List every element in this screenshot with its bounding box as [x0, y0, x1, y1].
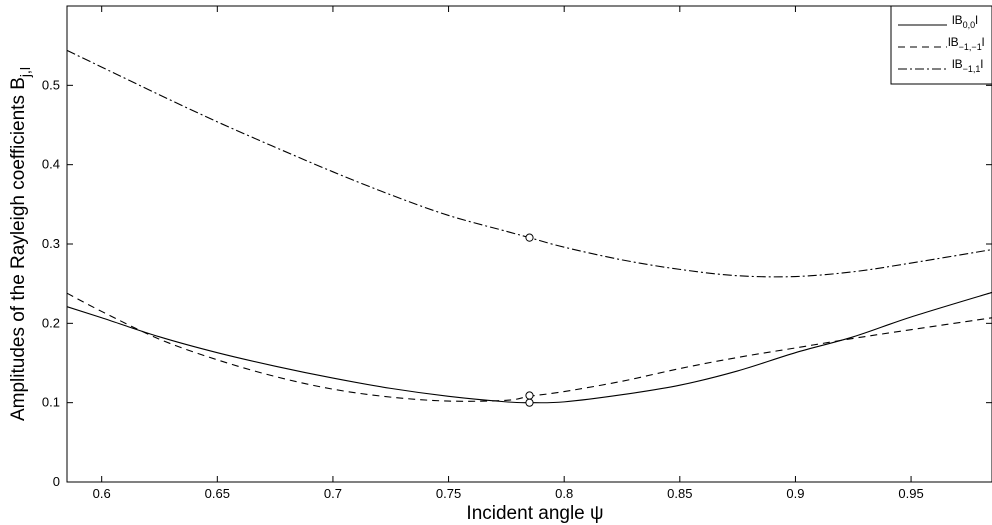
- legend: lB0,0l lB−1,−1l lB−1,1l: [890, 5, 992, 85]
- y-tick-label: 0.3: [42, 236, 60, 251]
- x-tick-label: 0.65: [205, 486, 230, 501]
- legend-label-bm11: lB−1,1l: [952, 57, 983, 74]
- x-tick-label: 0.75: [436, 486, 461, 501]
- series-bm11-line: [66, 49, 992, 278]
- y-axis-ticks: 0 0.1 0.2 0.3 0.4 0.5: [42, 77, 992, 489]
- series-bm1m1-marker: [525, 391, 534, 400]
- legend-label-b00: lB0,0l: [952, 13, 978, 30]
- y-tick-label: 0.2: [42, 315, 60, 330]
- legend-box: [890, 5, 992, 85]
- x-axis-ticks: 0.6 0.65 0.7 0.75 0.8 0.85 0.9 0.95: [93, 6, 924, 501]
- legend-label-bm1m1: lB−1,−1l: [948, 35, 984, 52]
- x-tick-label: 0.7: [324, 486, 342, 501]
- x-axis-title: Incident angle ψ: [466, 503, 603, 524]
- series-bm11-marker: [525, 233, 534, 242]
- y-tick-label: 0.4: [42, 157, 60, 172]
- series-b00-line: [66, 291, 992, 404]
- y-tick-label: 0: [53, 474, 60, 489]
- series-layer: [66, 49, 992, 404]
- x-tick-label: 0.9: [786, 486, 804, 501]
- y-tick-label: 0.1: [42, 395, 60, 410]
- series-bm1m1-line: [66, 292, 992, 402]
- x-tick-label: 0.85: [667, 486, 692, 501]
- plot-area: [66, 5, 992, 483]
- x-tick-label: 0.6: [93, 486, 111, 501]
- marker-layer: [525, 233, 534, 407]
- x-tick-label: 0.95: [898, 486, 923, 501]
- y-tick-label: 0.5: [42, 77, 60, 92]
- y-axis-title: Amplitudes of the Rayleigh coefficients …: [8, 67, 33, 421]
- x-tick-label: 0.8: [555, 486, 573, 501]
- series-b00-marker: [525, 398, 534, 407]
